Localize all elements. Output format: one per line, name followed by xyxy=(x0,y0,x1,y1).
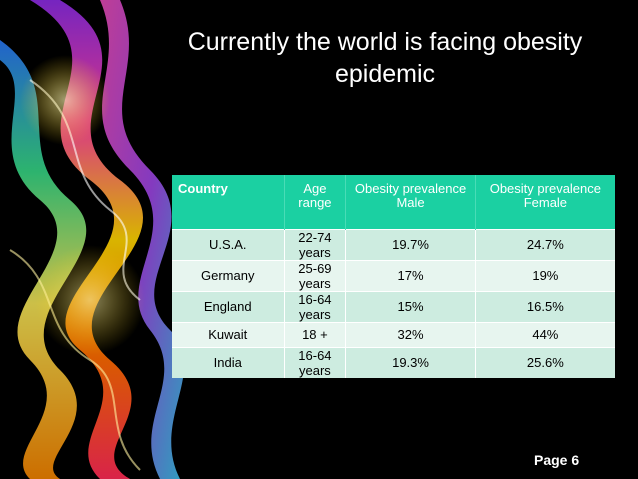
table-row: U.S.A. 22-74 years 19.7% 24.7% xyxy=(172,228,615,260)
cell-female: 19% xyxy=(475,259,615,291)
cell-country: Kuwait xyxy=(172,321,285,347)
header-country: Country xyxy=(172,175,285,229)
cell-male: 17% xyxy=(345,259,476,291)
header-female-prevalence: Obesity prevalence Female xyxy=(475,175,615,229)
header-age-range: Age range xyxy=(284,175,347,229)
cell-female: 16.5% xyxy=(475,290,615,322)
table-header-row: Country Age range Obesity prevalence Mal… xyxy=(172,175,615,229)
cell-country: Germany xyxy=(172,259,285,291)
header-male-prevalence: Obesity prevalence Male xyxy=(345,175,476,229)
slide-title: Currently the world is facing obesity ep… xyxy=(150,26,620,90)
cell-female: 25.6% xyxy=(475,346,615,378)
table-row: England 16-64 years 15% 16.5% xyxy=(172,290,615,322)
cell-male: 15% xyxy=(345,290,476,322)
cell-age-range: 16-64 years xyxy=(284,346,347,378)
table-row: Kuwait 18 + 32% 44% xyxy=(172,321,615,347)
cell-female: 44% xyxy=(475,321,615,347)
table-row: Germany 25-69 years 17% 19% xyxy=(172,259,615,291)
slide-title-line-2: epidemic xyxy=(334,60,436,88)
obesity-table: Country Age range Obesity prevalence Mal… xyxy=(172,175,615,378)
cell-age-range: 22-74 years xyxy=(284,228,347,260)
cell-male: 19.3% xyxy=(345,346,476,378)
cell-age-range: 16-64 years xyxy=(284,290,347,322)
page-number: Page 6 xyxy=(534,452,580,468)
cell-age-range: 18 + xyxy=(284,321,347,347)
cell-female: 24.7% xyxy=(475,228,615,260)
table-row: India 16-64 years 19.3% 25.6% xyxy=(172,346,615,378)
cell-country: India xyxy=(172,346,285,378)
cell-country: U.S.A. xyxy=(172,228,285,260)
cell-age-range: 25-69 years xyxy=(284,259,347,291)
cell-male: 32% xyxy=(345,321,476,347)
slide-title-line-1: Currently the world is facing obesity xyxy=(187,28,583,56)
cell-male: 19.7% xyxy=(345,228,476,260)
cell-country: England xyxy=(172,290,285,322)
